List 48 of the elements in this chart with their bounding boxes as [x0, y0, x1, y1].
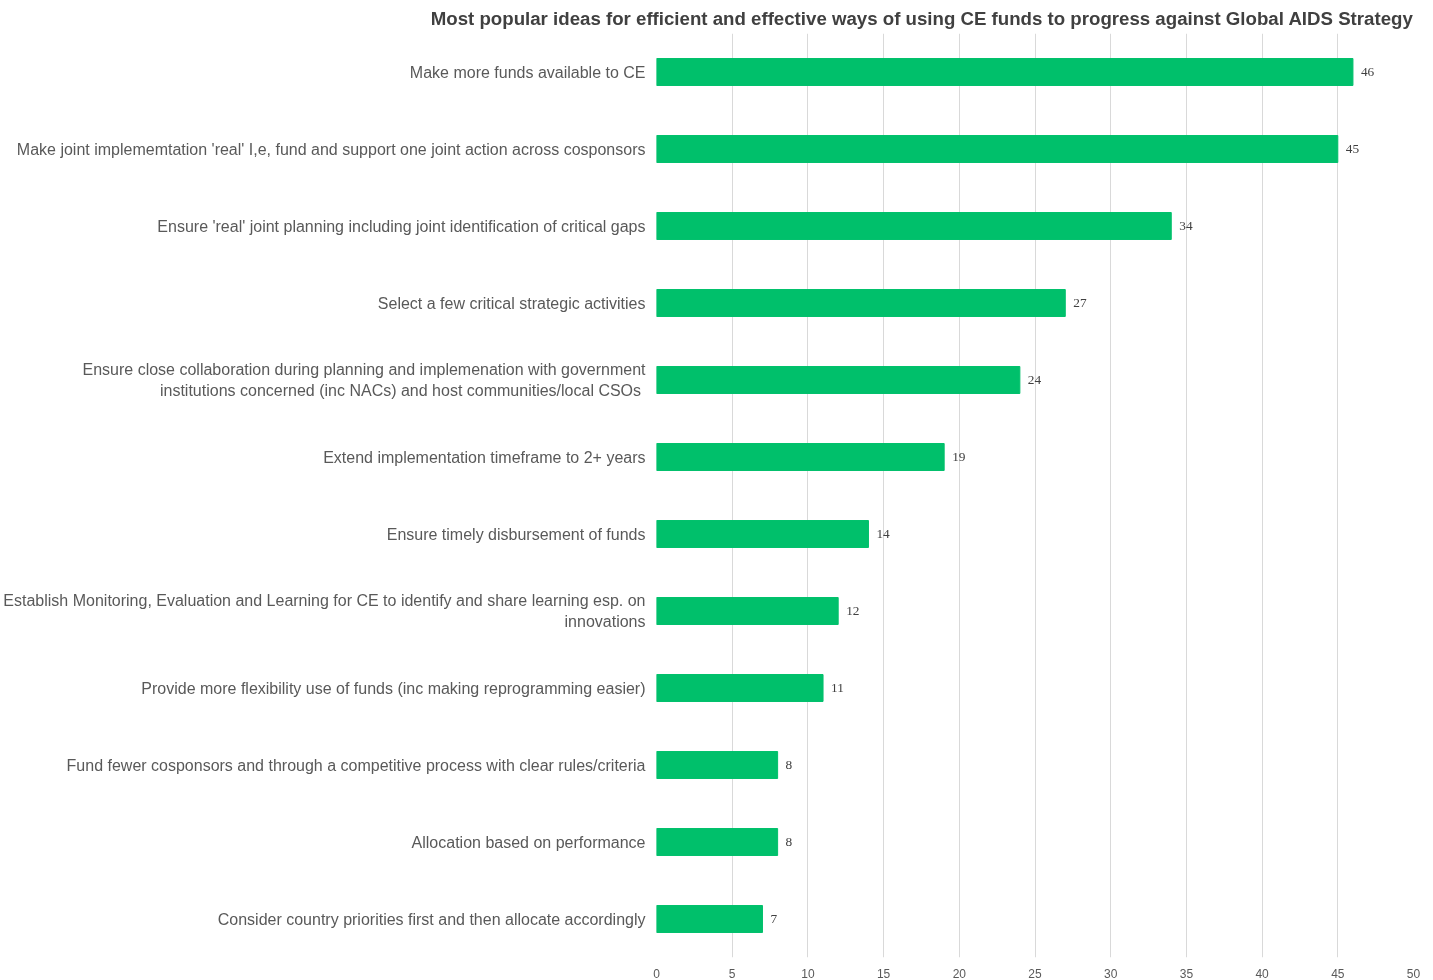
bar — [656, 905, 763, 933]
x-tick-label: 30 — [1104, 966, 1118, 980]
x-tick-label: 5 — [728, 966, 736, 980]
bar — [656, 443, 945, 471]
x-tick-label: 45 — [1331, 966, 1345, 980]
bar — [656, 520, 869, 548]
data-label: 34 — [1179, 218, 1193, 233]
y-tick-label: Make more funds available to CE — [409, 63, 646, 81]
y-tick-label: Establish Monitoring, Evaluation and Learning for CE to identify and share learning esp. on innovations — [3, 592, 646, 630]
x-tick-label: 15 — [876, 966, 891, 980]
y-tick-label: Fund fewer cosponsors and through a competitive process with clear rules/criteria — [66, 756, 646, 774]
y-tick-label: Provide more flexibility use of funds (inc making reprogramming easier) — [141, 679, 646, 697]
x-tick-label: 0 — [653, 966, 661, 980]
y-tick-label: Ensure 'real' joint planning including joint identification of critical gaps — [157, 217, 646, 235]
data-label: 11 — [831, 680, 844, 695]
x-tick-label: 10 — [801, 966, 815, 980]
bar — [656, 828, 779, 856]
x-tick-label: 25 — [1028, 966, 1042, 980]
bar — [656, 289, 1066, 317]
y-tick-label: Allocation based on performance — [411, 833, 646, 851]
bar — [656, 58, 1354, 86]
data-label: 7 — [770, 911, 778, 926]
data-label: 46 — [1360, 64, 1375, 79]
data-label: 24 — [1027, 372, 1042, 387]
y-tick-label: Make joint implememtation 'real' I,e, fund and support one joint action across cosponsors — [16, 140, 646, 158]
data-label: 12 — [846, 603, 860, 618]
y-tick-label: Ensure timely disbursement of funds — [386, 525, 646, 543]
y-tick-label: Select a few critical strategic activities — [377, 294, 646, 312]
bar — [656, 135, 1339, 163]
x-tick-label: 50 — [1406, 966, 1421, 980]
bar — [656, 212, 1172, 240]
bar — [656, 751, 779, 779]
data-label: 14 — [876, 526, 891, 541]
data-label: 8 — [785, 757, 793, 772]
y-tick-label: Extend implementation timeframe to 2+ years — [323, 448, 646, 466]
data-label: 45 — [1345, 141, 1360, 156]
data-label: 27 — [1073, 295, 1087, 310]
bar — [656, 597, 839, 625]
bar — [656, 366, 1021, 394]
chart-title: Most popular ideas for efficient and effective ways of using CE funds to progress against Global AIDS Strategy — [430, 7, 1414, 29]
data-label: 8 — [785, 834, 793, 849]
x-tick-label: 40 — [1255, 966, 1270, 980]
y-tick-label: Consider country priorities first and then allocate accordingly — [217, 910, 646, 928]
x-tick-label: 35 — [1179, 966, 1194, 980]
x-tick-label: 20 — [952, 966, 967, 980]
y-tick-label: Ensure close collaboration during planning and implemenation with government institutions concerned (inc NACs) and host communities/local CSOs — [82, 361, 647, 399]
data-label: 19 — [952, 449, 966, 464]
bar — [656, 674, 824, 702]
